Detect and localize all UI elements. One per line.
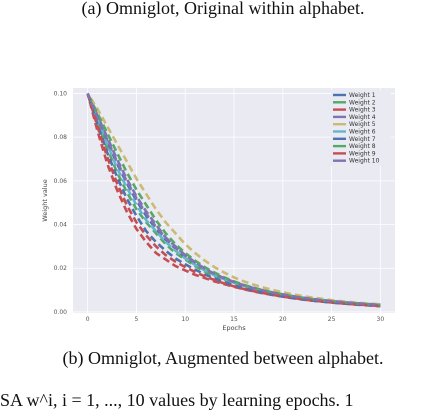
legend-label: Weight 1 <box>349 92 376 99</box>
caption-top: (a) Omniglot, Original within alphabet. <box>81 0 365 18</box>
y-axis-label: Weight value <box>41 179 49 221</box>
x-tick-label: 0 <box>86 316 90 323</box>
y-tick-label: 0.00 <box>54 309 68 316</box>
series-line-weight-3 <box>86 93 381 308</box>
x-tick-label: 20 <box>279 316 287 323</box>
legend-label: Weight 5 <box>349 121 376 128</box>
legend-label: Weight 6 <box>349 129 376 136</box>
legend-label: Weight 3 <box>349 107 376 114</box>
y-tick-label: 0.04 <box>54 222 68 229</box>
series-line-weight-10 <box>86 92 381 307</box>
x-tick-label: 30 <box>377 316 385 323</box>
caption-partial-line: SA w^i, i = 1, ..., 10 values by learnin… <box>0 390 354 410</box>
series-line-weight-2 <box>86 93 381 307</box>
x-tick-label: 10 <box>181 316 189 323</box>
y-tick-label: 0.06 <box>54 178 68 185</box>
legend-label: Weight 10 <box>349 158 380 165</box>
x-tick-label: 25 <box>328 316 336 323</box>
x-tick-label: 15 <box>230 316 238 323</box>
x-axis-label: Epochs <box>222 324 246 332</box>
tick-labels: 0 5 10 15 20 25 30 0.00 0.02 0.04 0.06 0.08 0.10 <box>54 90 385 323</box>
legend-label: Weight 9 <box>349 150 376 157</box>
y-tick-label: 0.08 <box>54 134 68 141</box>
legend-label: Weight 4 <box>349 114 376 121</box>
series-line-weight-9 <box>86 93 381 308</box>
x-tick-label: 5 <box>135 316 139 323</box>
series-lines <box>86 92 381 308</box>
caption-bottom: (b) Omniglot, Augmented between alphabet… <box>62 348 384 368</box>
legend-label: Weight 2 <box>349 99 376 106</box>
legend-label: Weight 7 <box>349 136 376 143</box>
y-tick-label: 0.02 <box>54 265 68 272</box>
legend-label: Weight 8 <box>349 143 376 150</box>
y-tick-label: 0.10 <box>54 90 68 97</box>
